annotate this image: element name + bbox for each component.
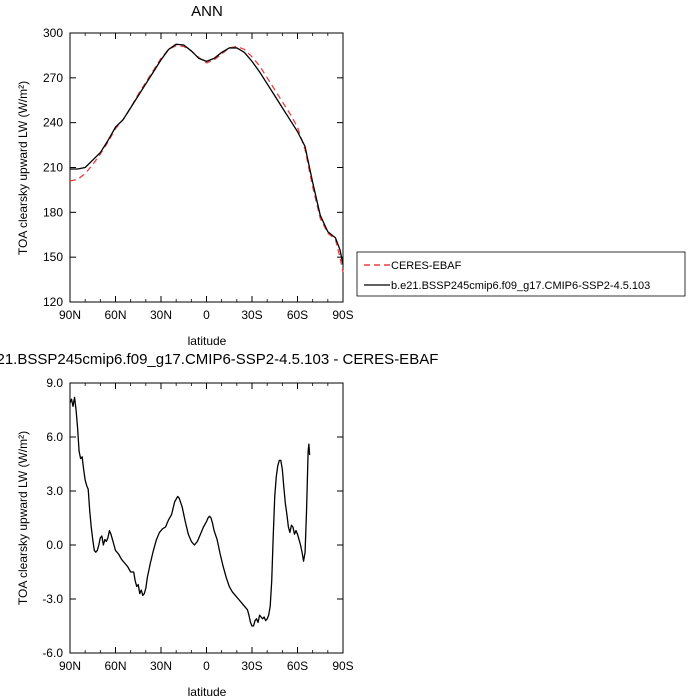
top-y-tick-label: 180 — [43, 205, 63, 219]
bottom-x-tick-label: 60S — [287, 659, 308, 673]
bottom-chart-ylabel: TOA clearsky upward LW (W/m²) — [16, 431, 30, 605]
top-x-tick-label: 60N — [104, 308, 126, 322]
bottom-x-tick-label: 0 — [203, 659, 210, 673]
bottom-y-tick-label: 6.0 — [46, 430, 63, 444]
bottom-x-tick-label: 30S — [241, 659, 262, 673]
bottom-chart-xlabel: latitude — [188, 685, 227, 699]
top-y-tick-label: 120 — [43, 295, 63, 309]
bottom-series-line-0 — [69, 396, 311, 627]
top-chart-ylabel: TOA clearsky upward LW (W/m²) — [16, 81, 30, 255]
top-chart-xlabel: latitude — [188, 334, 227, 348]
bottom-y-tick-label: 0.0 — [46, 538, 63, 552]
bottom-x-tick-label: 60N — [104, 659, 126, 673]
legend-box — [356, 251, 686, 297]
top-y-tick-label: 240 — [43, 116, 63, 130]
bottom-x-tick-label: 90N — [59, 659, 81, 673]
legend-label-ceres: CERES-EBAF — [391, 260, 462, 272]
bottom-chart-title: b.e21.BSSP245cmip6.f09_g17.CMIP6-SSP2-4.… — [0, 351, 438, 368]
top-chart-title: ANN — [191, 3, 223, 20]
bottom-x-tick-label: 90S — [332, 659, 353, 673]
bottom-y-tick-label: -3.0 — [42, 592, 63, 606]
bottom-x-tick-label: 30N — [150, 659, 172, 673]
top-y-tick-label: 300 — [43, 26, 63, 40]
top-x-tick-label: 90S — [332, 308, 353, 322]
top-x-tick-label: 0 — [203, 308, 210, 322]
top-y-tick-label: 210 — [43, 161, 63, 175]
top-x-tick-label: 30N — [150, 308, 172, 322]
top-plot-frame — [69, 32, 344, 303]
top-series-line-0 — [69, 45, 344, 273]
top-y-tick-label: 150 — [43, 250, 63, 264]
top-x-tick-label: 90N — [59, 308, 81, 322]
top-series-line-1 — [70, 43, 344, 265]
bottom-plot-frame — [69, 382, 344, 654]
bottom-y-tick-label: 3.0 — [46, 484, 63, 498]
legend-label-model: b.e21.BSSP245cmip6.f09_g17.CMIP6-SSP2-4.… — [391, 280, 650, 292]
top-x-tick-label: 30S — [241, 308, 262, 322]
top-x-tick-label: 60S — [287, 308, 308, 322]
top-y-tick-label: 270 — [43, 71, 63, 85]
bottom-y-tick-label: 9.0 — [46, 376, 63, 390]
bottom-y-tick-label: -6.0 — [42, 646, 63, 660]
